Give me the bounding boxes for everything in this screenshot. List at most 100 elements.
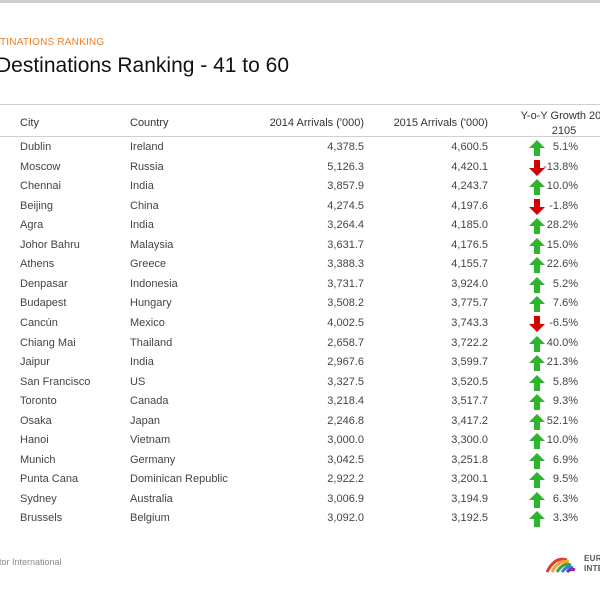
arrivals-2014-cell: 3,388.3 bbox=[327, 258, 364, 271]
city-cell: Dublin bbox=[20, 141, 52, 153]
table-row: Agra India 3,264.4 4,185.0 28.2% bbox=[0, 216, 600, 236]
country-cell: Russia bbox=[130, 160, 164, 173]
arrivals-2014-cell: 3,327.5 bbox=[327, 375, 364, 388]
table-row: Sydney Australia 3,006.9 3,194.9 6.3% bbox=[0, 490, 600, 510]
arrow-up-icon bbox=[529, 452, 545, 469]
city-cell: Hanoi bbox=[20, 434, 49, 447]
country-cell: Mexico bbox=[130, 316, 165, 329]
arrivals-2014-cell: 3,264.4 bbox=[327, 219, 364, 232]
arrivals-2014-cell: 4,274.5 bbox=[327, 199, 364, 212]
table-row: Brussels Belgium 3,092.0 3,192.5 3.3% bbox=[0, 509, 600, 529]
arrow-up-icon bbox=[529, 374, 545, 391]
growth-cell: 22.6% bbox=[546, 258, 578, 271]
growth-cell: 15.0% bbox=[546, 238, 578, 251]
table-row: Hanoi Vietnam 3,000.0 3,300.0 10.0% bbox=[0, 431, 600, 451]
euromonitor-logo bbox=[545, 557, 576, 574]
table-row: Punta Cana Dominican Republic 2,922.2 3,200… bbox=[0, 470, 600, 490]
arrow-up-icon bbox=[529, 140, 545, 156]
arrow-down-icon bbox=[529, 159, 545, 176]
arrivals-2015-cell: 3,743.3 bbox=[451, 316, 488, 329]
growth-cell: 6.9% bbox=[552, 453, 578, 466]
country-cell: India bbox=[130, 356, 154, 369]
growth-cell: 6.3% bbox=[552, 492, 578, 505]
logo-text-line2: INTE bbox=[584, 564, 600, 573]
arrivals-2015-cell: 3,194.9 bbox=[451, 492, 488, 505]
city-cell: Agra bbox=[20, 219, 44, 232]
table-row: Cancún Mexico 4,002.5 3,743.3 -6.5% bbox=[0, 314, 600, 334]
arrivals-2015-cell: 3,517.7 bbox=[451, 395, 488, 408]
city-cell: Moscow bbox=[20, 160, 61, 173]
arrivals-2015-cell: 4,197.6 bbox=[451, 199, 488, 212]
arrow-up-icon bbox=[529, 472, 545, 489]
city-cell: Brussels bbox=[20, 512, 63, 525]
country-cell: Ireland bbox=[130, 141, 164, 153]
arrow-up-icon bbox=[529, 355, 545, 372]
city-cell: Chennai bbox=[20, 180, 61, 193]
table-row: San Francisco US 3,327.5 3,520.5 5.8% bbox=[0, 373, 600, 393]
table-row: Chennai India 3,857.9 4,243.7 10.0% bbox=[0, 177, 600, 197]
arrivals-2014-cell: 2,922.2 bbox=[327, 473, 364, 486]
country-cell: Malaysia bbox=[130, 238, 174, 251]
column-header-city: City bbox=[20, 117, 39, 129]
table-row: Chiang Mai Thailand 2,658.7 3,722.2 40.0% bbox=[0, 334, 600, 354]
country-cell: Canada bbox=[130, 395, 169, 408]
header-divider bbox=[0, 104, 600, 105]
city-cell: Cancún bbox=[20, 316, 58, 329]
arrivals-2015-cell: 3,251.8 bbox=[451, 453, 488, 466]
country-cell: Hungary bbox=[130, 297, 172, 310]
column-header-growth: Y-o-Y Growth 201 2105 bbox=[514, 109, 600, 139]
country-cell: Greece bbox=[130, 258, 167, 271]
growth-cell: 21.3% bbox=[546, 356, 578, 369]
table-row: Dublin Ireland 4,378.5 4,600.5 5.1% bbox=[0, 138, 600, 158]
growth-cell: 10.0% bbox=[546, 180, 578, 193]
top-divider bbox=[0, 0, 600, 3]
arrow-up-icon bbox=[529, 491, 545, 508]
arrow-up-icon bbox=[529, 218, 545, 235]
table-header-divider bbox=[0, 136, 600, 137]
section-kicker: TINATIONS RANKING bbox=[0, 37, 105, 48]
growth-cell: -6.5% bbox=[549, 316, 578, 329]
arrow-up-icon bbox=[529, 296, 545, 313]
growth-cell: 40.0% bbox=[546, 336, 578, 349]
column-header-growth-line1: Y-o-Y Growth 201 bbox=[520, 110, 600, 122]
arrivals-2015-cell: 4,420.1 bbox=[451, 160, 488, 173]
arrow-up-icon bbox=[529, 433, 545, 450]
country-cell: Australia bbox=[130, 492, 173, 505]
arrivals-2015-cell: 3,520.5 bbox=[451, 375, 488, 388]
column-header-growth-line2: 2105 bbox=[551, 125, 577, 137]
arrivals-2014-cell: 2,246.8 bbox=[327, 414, 364, 427]
city-cell: Sydney bbox=[20, 492, 57, 505]
table-row: Toronto Canada 3,218.4 3,517.7 9.3% bbox=[0, 392, 600, 412]
arrivals-2014-cell: 3,508.2 bbox=[327, 297, 364, 310]
growth-cell: 52.1% bbox=[546, 414, 578, 427]
arrivals-2015-cell: 3,300.0 bbox=[451, 434, 488, 447]
arrivals-2015-cell: 3,924.0 bbox=[451, 277, 488, 290]
arrow-up-icon bbox=[529, 335, 545, 352]
arrivals-2015-cell: 4,155.7 bbox=[451, 258, 488, 271]
country-cell: Belgium bbox=[130, 512, 170, 525]
table-row: Osaka Japan 2,246.8 3,417.2 52.1% bbox=[0, 412, 600, 432]
growth-cell: -13.8% bbox=[543, 160, 578, 173]
source-note: nitor International bbox=[0, 557, 62, 567]
city-cell: San Francisco bbox=[20, 375, 91, 388]
arrivals-2015-cell: 3,775.7 bbox=[451, 297, 488, 310]
growth-cell: 28.2% bbox=[546, 219, 578, 232]
country-cell: India bbox=[130, 219, 154, 232]
growth-cell: 5.8% bbox=[552, 375, 578, 388]
growth-cell: 10.0% bbox=[546, 434, 578, 447]
column-header-2015-arrivals: 2015 Arrivals ('000) bbox=[393, 117, 488, 129]
arrivals-2014-cell: 2,967.6 bbox=[327, 356, 364, 369]
arrow-up-icon bbox=[529, 179, 545, 196]
arrow-down-icon bbox=[529, 315, 545, 332]
arrivals-2015-cell: 3,599.7 bbox=[451, 356, 488, 369]
growth-cell: 9.5% bbox=[552, 473, 578, 486]
arrivals-2014-cell: 3,731.7 bbox=[327, 277, 364, 290]
city-cell: Osaka bbox=[20, 414, 52, 427]
city-cell: Budapest bbox=[20, 297, 67, 310]
country-cell: India bbox=[130, 180, 154, 193]
country-cell: Thailand bbox=[130, 336, 173, 349]
arrivals-2015-cell: 3,417.2 bbox=[451, 414, 488, 427]
column-header-country: Country bbox=[130, 117, 169, 129]
arrivals-2014-cell: 2,658.7 bbox=[327, 336, 364, 349]
arrow-down-icon bbox=[529, 198, 545, 215]
